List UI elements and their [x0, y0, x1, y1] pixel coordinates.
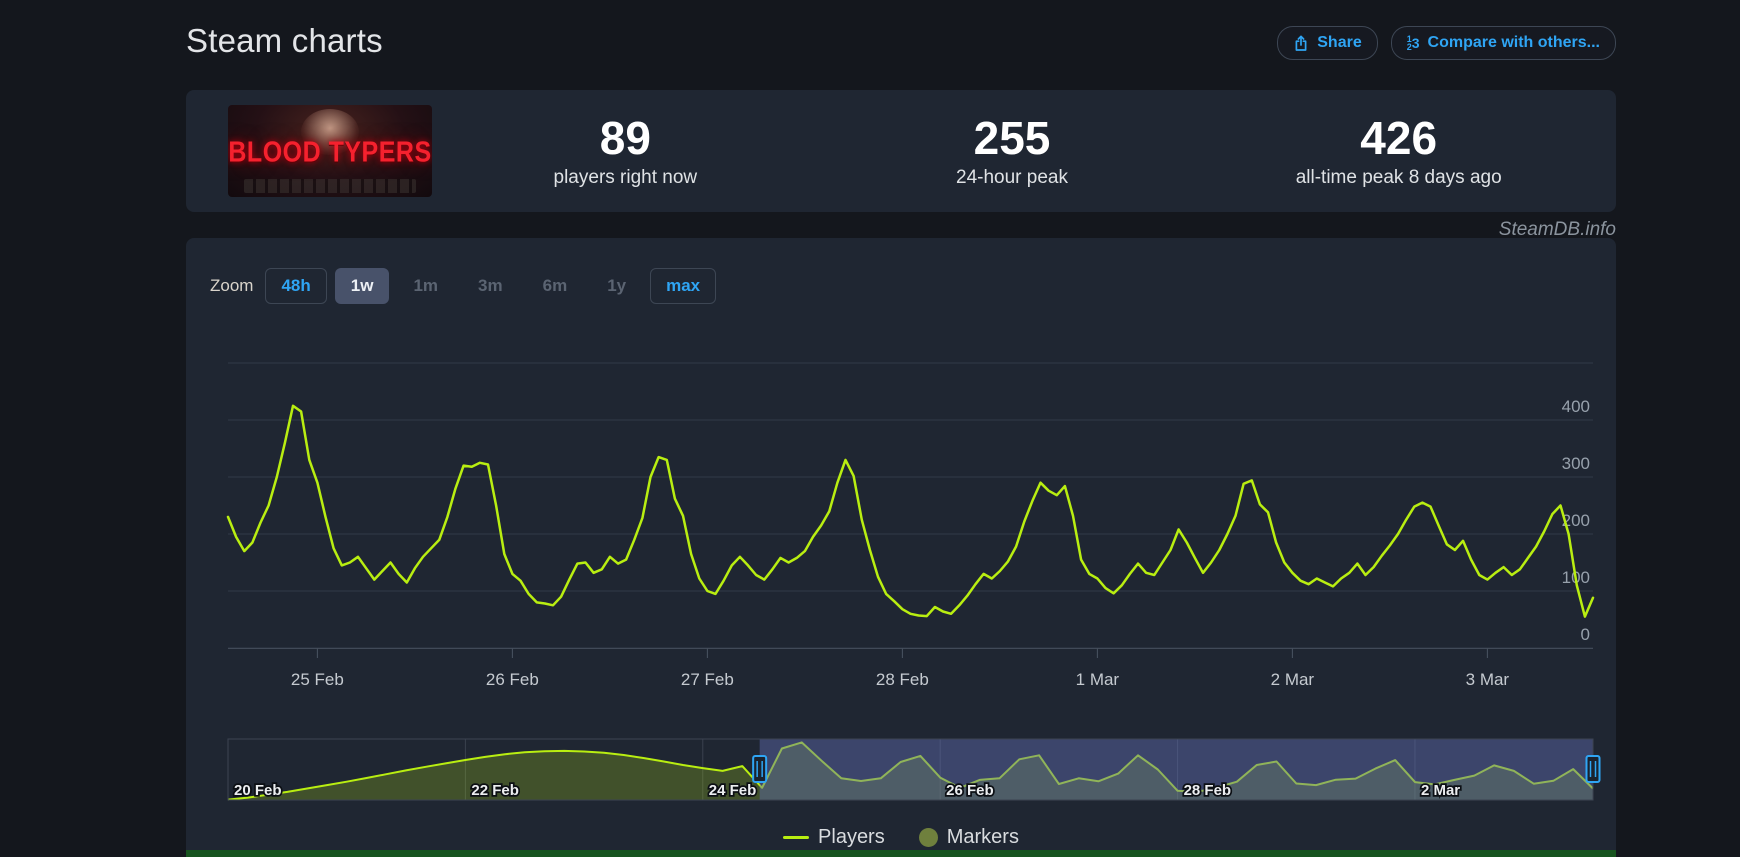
game-capsule-image[interactable]: BLOOD TYPERS [228, 105, 432, 197]
capsule-face-art [301, 109, 359, 155]
zoom-option-1m[interactable]: 1m [397, 268, 454, 304]
legend-circle-swatch [918, 828, 938, 847]
stats-card: BLOOD TYPERS 89 players right now 255 24-ho… [186, 90, 1616, 212]
legend-label: Markers [946, 826, 1019, 848]
zoom-label: Zoom [210, 276, 254, 295]
stat-label: players right now [553, 167, 698, 189]
legend-label: Players [818, 826, 885, 848]
share-button[interactable]: Share [1277, 26, 1378, 60]
legend-item-players[interactable]: Players [783, 826, 885, 849]
capsule-keyboard-art [244, 179, 416, 193]
legend-item-markers[interactable]: Markers [918, 826, 1019, 849]
zoom-option-max[interactable]: max [650, 268, 717, 304]
chart-legend: Players Markers [186, 826, 1616, 849]
steamdb-watermark: SteamDB.info [1498, 219, 1616, 240]
game-title: BLOOD TYPERS [228, 136, 432, 169]
compare-button-label: Compare with others... [1427, 34, 1600, 51]
share-button-label: Share [1317, 34, 1362, 51]
stat-1: 255 24-hour peak [819, 113, 1206, 190]
zoom-option-1y[interactable]: 1y [591, 268, 642, 304]
page-title: Steam charts [186, 22, 383, 59]
stat-value: 255 [973, 111, 1051, 164]
zoom-toolbar: Zoom 48h 1w 1m 3m 6m 1y max [210, 268, 724, 304]
stat-label: all-time peak 8 days ago [1295, 167, 1502, 189]
stat-0: 89 players right now [432, 113, 819, 190]
stat-label: 24-hour peak [956, 167, 1068, 189]
stat-value: 426 [1360, 111, 1438, 164]
stats-row: 89 players right now 255 24-hour peak 426 all… [432, 113, 1592, 190]
zoom-option-1w[interactable]: 1w [334, 268, 390, 304]
stat-value: 89 [599, 111, 651, 164]
zoom-option-6m[interactable]: 6m [527, 268, 584, 304]
next-section-edge [186, 850, 1616, 857]
zoom-option-3m[interactable]: 3m [462, 268, 519, 304]
legend-line-swatch [783, 836, 810, 839]
chart-card [186, 238, 1616, 857]
share-upload-icon [1293, 35, 1309, 52]
zoom-buttons: 48h 1w 1m 3m 6m 1y max [265, 268, 724, 304]
stat-2: 426 all-time peak 8 days ago [1205, 113, 1592, 190]
zoom-option-48h[interactable]: 48h [265, 268, 327, 304]
